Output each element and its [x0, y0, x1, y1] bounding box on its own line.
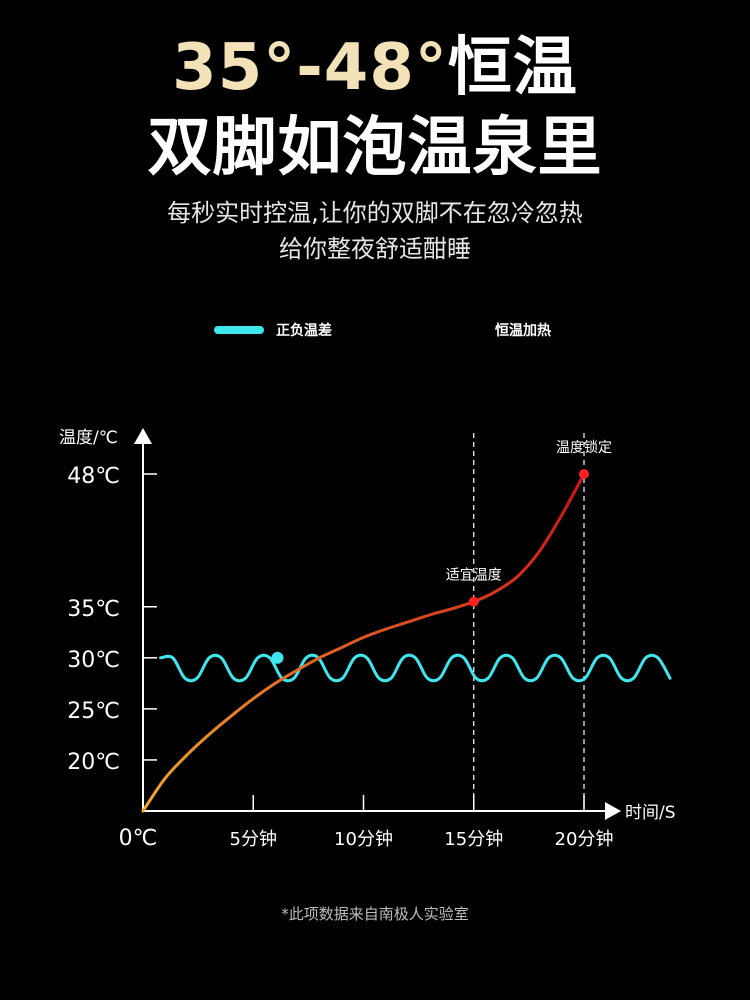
x-tick-label-1: 5分钟 — [230, 829, 277, 850]
legend-label-2: 恒温加热 — [495, 322, 551, 339]
axes — [134, 428, 621, 820]
temperature-chart: 正负温差 恒温加热 48℃ 35℃ 30℃ 25℃ 20℃ 5分钟 10分钟 15分钟 20分钟 0… — [59, 322, 676, 851]
highlight-point — [271, 651, 284, 664]
series-line-2 — [141, 472, 586, 813]
series-line-1 — [159, 653, 672, 683]
annotation-label-1: 适宜温度 — [446, 568, 502, 584]
x-axis-title: 时间/S — [625, 803, 676, 823]
x-tick-label-4: 20分钟 — [555, 829, 614, 850]
series-layer — [141, 469, 672, 813]
x-tick-label-3: 15分钟 — [444, 829, 503, 850]
y-axis-title: 温度/℃ — [59, 428, 118, 448]
y-tick-label-5: 20℃ — [67, 750, 120, 775]
headline-line1: 35°-48°恒温 — [0, 28, 750, 108]
vertical-guides — [473, 433, 585, 811]
legend: 正负温差 恒温加热 — [214, 322, 551, 339]
origin-label: 0℃ — [119, 826, 158, 851]
annotation-point-1 — [468, 596, 479, 607]
x-axis-arrow — [605, 802, 621, 820]
footnote: *此项数据来自南极人实验室 — [281, 905, 469, 923]
y-tick-label-4: 25℃ — [67, 699, 120, 724]
y-tick-label-1: 48℃ — [67, 464, 120, 489]
subtitle-line1: 每秒实时控温,让你的双脚不在忽冷忽热 — [167, 199, 583, 227]
y-tick-label-2: 35℃ — [67, 597, 120, 622]
axis-labels: 48℃ 35℃ 30℃ 25℃ 20℃ 5分钟 10分钟 15分钟 20分钟 0℃ 温度/℃ 时间/S… — [59, 428, 676, 851]
headline-line2: 双脚如泡温泉里 — [147, 111, 603, 185]
headline-rest: 恒温 — [447, 31, 578, 105]
annotation-point-2 — [579, 469, 589, 479]
subtitle-line2: 给你整夜舒适酣睡 — [279, 235, 471, 263]
annotation-label-2: 温度锁定 — [556, 440, 612, 456]
x-tick-label-2: 10分钟 — [334, 829, 393, 850]
y-tick-label-3: 30℃ — [67, 648, 120, 673]
legend-label-1: 正负温差 — [276, 322, 332, 339]
y-axis-arrow — [134, 428, 152, 444]
headline-accent: 35°-48° — [172, 31, 448, 105]
